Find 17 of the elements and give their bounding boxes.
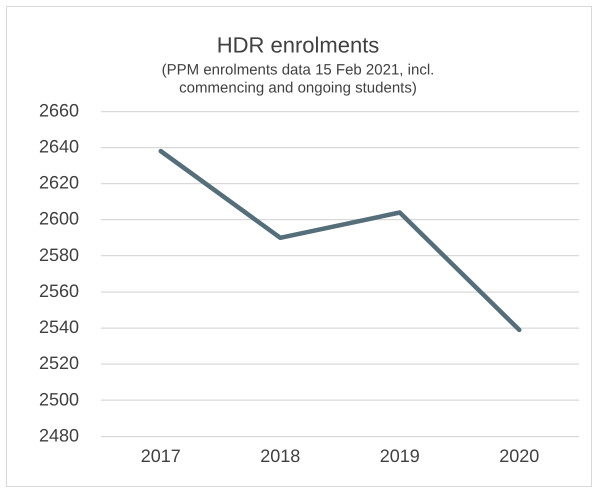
x-tick-label: 2017	[140, 446, 181, 466]
y-tick-label: 2580	[38, 244, 80, 265]
y-tick-label: 2500	[38, 389, 80, 410]
y-tick-label: 2540	[38, 317, 80, 338]
y-tick-label: 2520	[38, 353, 80, 374]
y-tick-label: 2640	[38, 136, 80, 156]
x-tick-label: 2018	[260, 446, 300, 466]
y-tick-label: 2560	[38, 280, 80, 301]
y-tick-label: 2660	[38, 100, 80, 120]
y-tick-label: 2600	[38, 208, 80, 229]
y-tick-label: 2620	[38, 172, 80, 193]
y-tick-label: 2480	[38, 425, 80, 446]
x-tick-label: 2020	[499, 446, 540, 466]
text: (PPM enrolments data 15 Feb 2021, incl.	[162, 62, 434, 79]
chart-title: HDR enrolments	[216, 32, 380, 58]
x-tick-label: 2019	[380, 446, 420, 466]
text: commencing and ongoing students)	[179, 80, 417, 97]
